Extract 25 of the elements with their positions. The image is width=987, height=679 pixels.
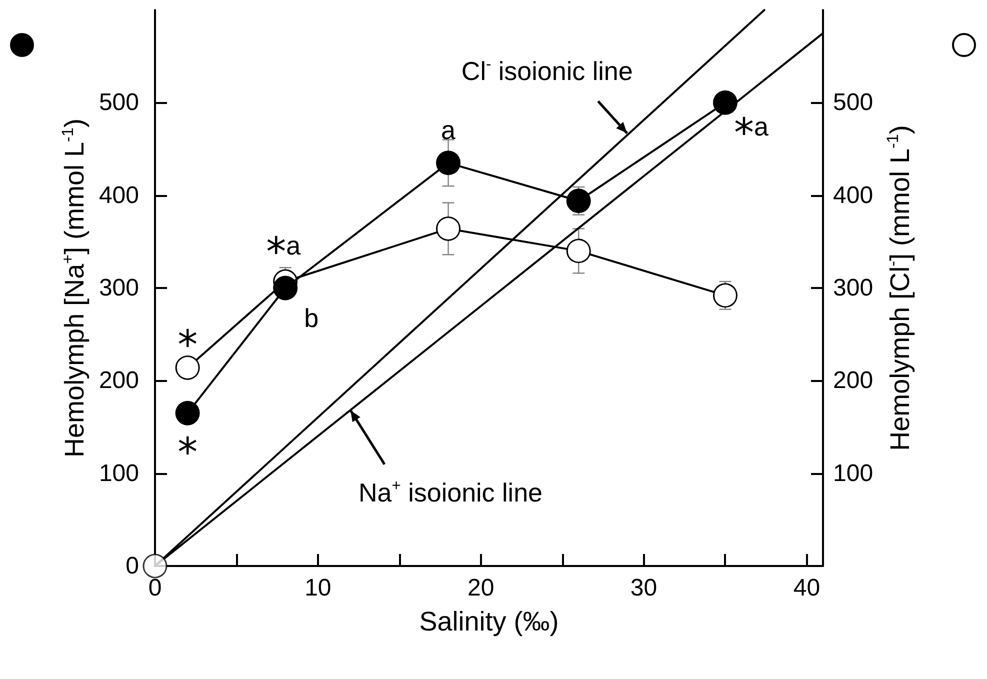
x-axis-title: Salinity (‰) [419, 606, 559, 636]
y2-tick-label: 100 [833, 460, 874, 487]
y2-tick-label: 500 [833, 89, 874, 116]
y-tick-label: 100 [98, 460, 139, 487]
y2-tick-label: 200 [833, 367, 874, 394]
annotation: a [441, 114, 456, 145]
annotation: Cl- isoionic line [461, 56, 633, 86]
annotation: * [178, 322, 198, 369]
x-tick-label: 30 [630, 574, 658, 602]
x-tick-label: 10 [304, 574, 332, 602]
y-tick-label: 0 [126, 552, 139, 580]
y2-axis-title: Hemolymph [Cl-] (mmol L-1) [884, 125, 915, 451]
y-tick-label: 400 [98, 182, 139, 209]
y2-tick-label: 400 [833, 182, 874, 209]
x-tick-label: 20 [468, 574, 494, 602]
y-tick-label: 200 [98, 367, 139, 394]
y-axis-title: Hemolymph [Na+] (mmol L-1) [58, 118, 90, 458]
annotation: * [178, 430, 198, 476]
y-tick-label: 500 [98, 89, 139, 116]
annotation: b [304, 303, 319, 333]
y2-tick-label: 300 [833, 274, 874, 302]
x-tick-label: 40 [793, 574, 820, 602]
x-tick-label: 0 [148, 574, 162, 602]
annotation: Na+ isoionic line [358, 477, 543, 508]
y-tick-label: 300 [98, 274, 139, 302]
